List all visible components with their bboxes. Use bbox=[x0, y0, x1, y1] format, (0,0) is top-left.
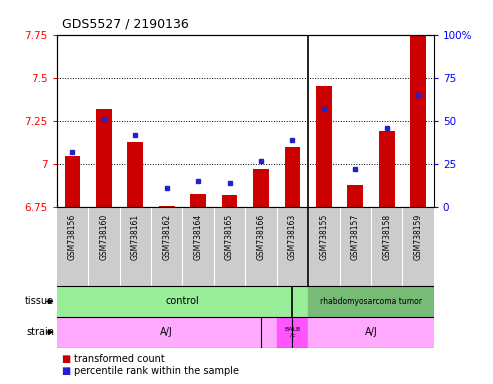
Text: GSM738165: GSM738165 bbox=[225, 214, 234, 260]
Text: GSM738166: GSM738166 bbox=[256, 214, 266, 260]
Bar bbox=[284, 147, 300, 207]
Bar bbox=[308, 317, 434, 348]
Bar bbox=[57, 207, 88, 286]
Bar bbox=[348, 185, 363, 207]
Bar bbox=[277, 207, 308, 286]
Bar bbox=[96, 109, 112, 207]
Bar bbox=[127, 142, 143, 207]
Bar bbox=[57, 286, 308, 317]
Bar bbox=[119, 207, 151, 286]
Text: percentile rank within the sample: percentile rank within the sample bbox=[74, 366, 239, 376]
Text: A/J: A/J bbox=[160, 327, 173, 337]
Text: A/J: A/J bbox=[365, 327, 377, 337]
Text: GSM738164: GSM738164 bbox=[194, 214, 203, 260]
Bar bbox=[182, 207, 214, 286]
Text: control: control bbox=[166, 296, 199, 306]
Bar bbox=[277, 317, 308, 348]
Text: GSM738159: GSM738159 bbox=[414, 214, 423, 260]
Text: GSM738160: GSM738160 bbox=[99, 214, 108, 260]
Text: GSM738157: GSM738157 bbox=[351, 214, 360, 260]
Text: GSM738158: GSM738158 bbox=[382, 214, 391, 260]
Bar bbox=[316, 86, 332, 207]
Text: strain: strain bbox=[26, 327, 54, 337]
Bar bbox=[214, 207, 245, 286]
Text: tissue: tissue bbox=[25, 296, 54, 306]
Text: GSM738162: GSM738162 bbox=[162, 214, 171, 260]
Bar bbox=[253, 169, 269, 207]
Bar bbox=[65, 156, 80, 207]
Text: rhabdomyosarcoma tumor: rhabdomyosarcoma tumor bbox=[320, 297, 422, 306]
Bar bbox=[410, 19, 426, 207]
Bar bbox=[308, 207, 340, 286]
Bar bbox=[402, 207, 434, 286]
Bar bbox=[371, 207, 402, 286]
Bar bbox=[151, 207, 182, 286]
Text: BALB
/c: BALB /c bbox=[284, 327, 301, 338]
Text: GDS5527 / 2190136: GDS5527 / 2190136 bbox=[62, 18, 188, 31]
Bar bbox=[222, 195, 238, 207]
Text: ■: ■ bbox=[62, 354, 71, 364]
Text: GSM738163: GSM738163 bbox=[288, 214, 297, 260]
Bar bbox=[340, 207, 371, 286]
Bar bbox=[88, 207, 119, 286]
Text: ■: ■ bbox=[62, 366, 71, 376]
Text: GSM738161: GSM738161 bbox=[131, 214, 140, 260]
Bar bbox=[245, 207, 277, 286]
Bar bbox=[57, 317, 277, 348]
Bar bbox=[308, 286, 434, 317]
Bar bbox=[159, 206, 175, 207]
Text: GSM738155: GSM738155 bbox=[319, 214, 328, 260]
Bar bbox=[379, 131, 394, 207]
Text: GSM738156: GSM738156 bbox=[68, 214, 77, 260]
Text: transformed count: transformed count bbox=[74, 354, 165, 364]
Bar bbox=[190, 194, 206, 207]
